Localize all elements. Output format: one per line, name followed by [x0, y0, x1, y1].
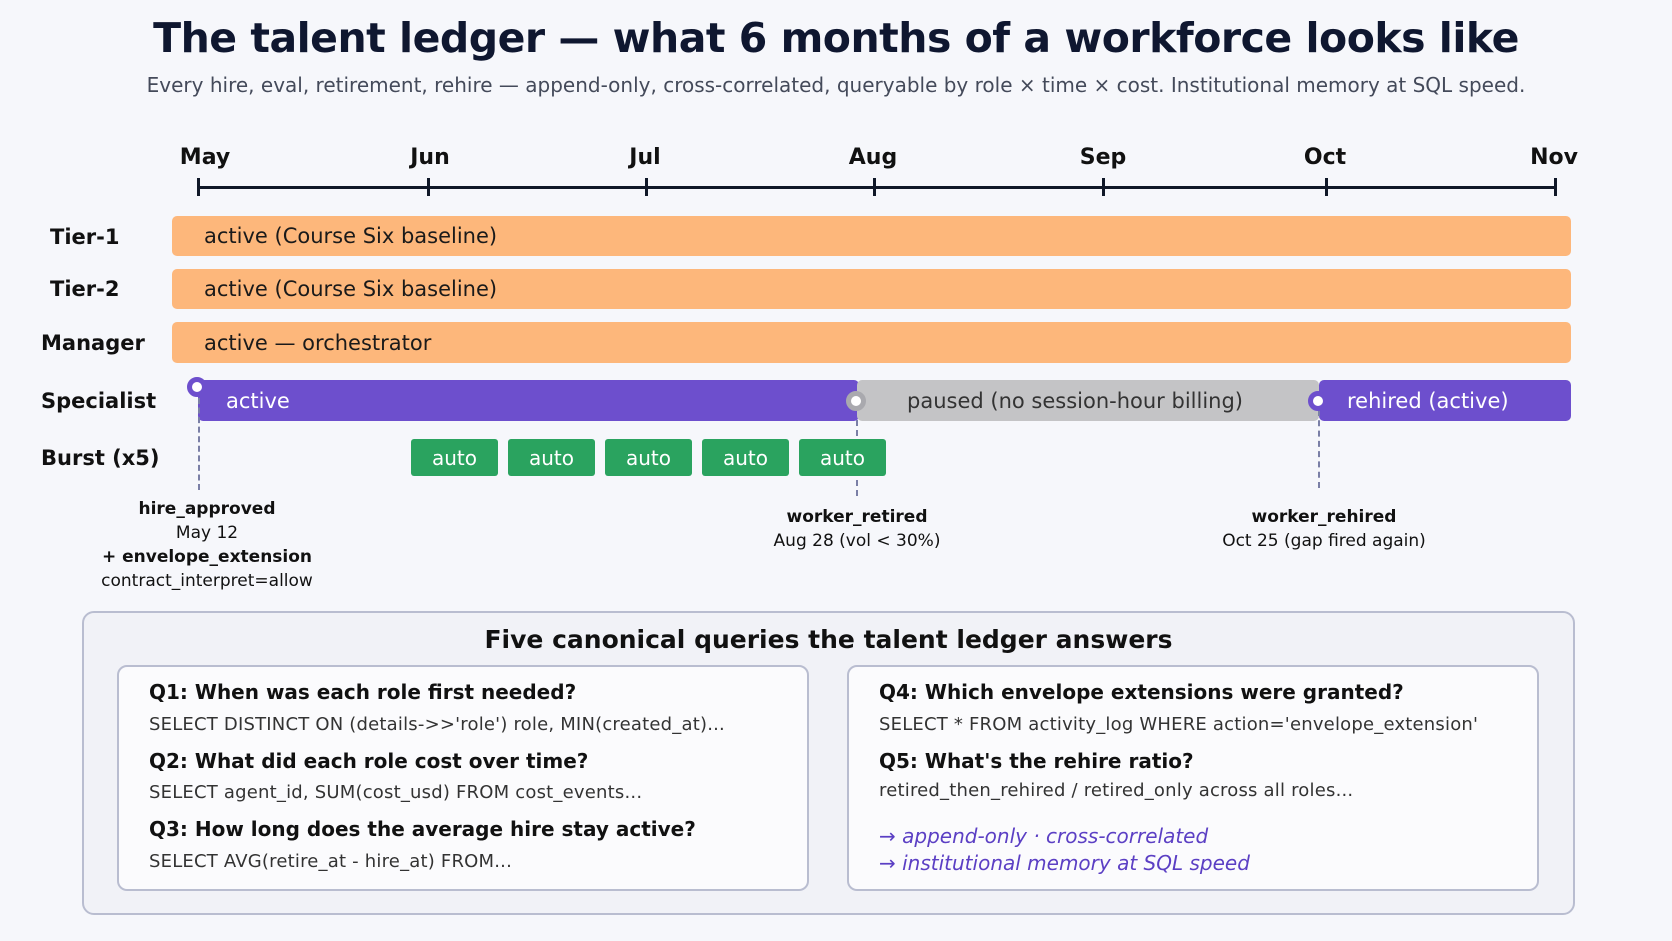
timeline-axis — [198, 186, 1556, 189]
ledger-note-sql-speed: → institutional memory at SQL speed — [879, 851, 1250, 875]
month-label-aug: Aug — [848, 145, 898, 170]
rehired-event-line — [1318, 410, 1320, 488]
axis-tick — [1325, 178, 1328, 196]
month-label-jun: Jun — [410, 145, 450, 170]
month-label-nov: Nov — [1530, 145, 1578, 170]
row-label-tier1: Tier-1 — [50, 225, 120, 249]
query-q1-question: Q1: When was each role first needed? — [149, 680, 577, 704]
burst-auto-chip: auto — [605, 439, 692, 476]
specialist-active-bar: active — [198, 380, 859, 421]
rehired-event-detail: Oct 25 (gap fired again) — [1222, 531, 1426, 551]
month-label-sep: Sep — [1079, 145, 1127, 170]
burst-auto-chip: auto — [799, 439, 886, 476]
burst-auto-chip: auto — [702, 439, 789, 476]
queries-box-left — [117, 665, 809, 891]
retired-event-name: worker_retired — [786, 507, 928, 527]
retired-event-annotation: worker_retired Aug 28 (vol < 30%) — [774, 505, 941, 553]
query-q3-question: Q3: How long does the average hire stay … — [149, 817, 696, 841]
hire-event-line — [198, 398, 200, 490]
axis-tick — [1102, 178, 1105, 196]
burst-auto-chip: auto — [508, 439, 595, 476]
hire-event-annotation: hire_approved May 12 + envelope_extensio… — [101, 497, 313, 593]
rehired-marker — [1308, 391, 1328, 411]
specialist-rehired-bar: rehired (active) — [1319, 380, 1571, 421]
hire-event-detail: contract_interpret=allow — [101, 571, 313, 591]
page-title: The talent ledger — what 6 months of a w… — [153, 14, 1519, 62]
month-label-may: May — [179, 145, 231, 170]
hire-marker — [187, 377, 207, 397]
axis-tick — [645, 178, 648, 196]
tier2-active-bar: active (Course Six baseline) — [172, 269, 1571, 309]
specialist-paused-bar: paused (no session-hour billing) — [857, 380, 1319, 421]
row-label-tier2: Tier-2 — [50, 277, 120, 301]
retired-marker — [846, 391, 866, 411]
query-q4-question: Q4: Which envelope extensions were grant… — [879, 680, 1404, 704]
query-q3-sql: SELECT AVG(retire_at - hire_at) FROM... — [149, 851, 513, 872]
query-q2-question: Q2: What did each role cost over time? — [149, 749, 589, 773]
rehired-event-name: worker_rehired — [1251, 507, 1397, 527]
query-q4-sql: SELECT * FROM activity_log WHERE action=… — [879, 714, 1479, 735]
tier1-active-bar: active (Course Six baseline) — [172, 216, 1571, 256]
row-label-specialist: Specialist — [41, 389, 157, 413]
axis-tick — [1554, 178, 1557, 196]
queries-panel-title: Five canonical queries the talent ledger… — [484, 625, 1173, 654]
axis-tick — [873, 178, 876, 196]
hire-event-date: May 12 — [175, 523, 239, 543]
query-q5-sql: retired_then_rehired / retired_only acro… — [879, 780, 1354, 801]
queries-box-right — [847, 665, 1539, 891]
query-q5-question: Q5: What's the rehire ratio? — [879, 749, 1194, 773]
burst-auto-chip: auto — [411, 439, 498, 476]
retired-event-detail: Aug 28 (vol < 30%) — [773, 531, 941, 551]
axis-tick — [197, 178, 200, 196]
ledger-note-append-only: → append-only · cross-correlated — [879, 824, 1209, 848]
hire-event-extra: + envelope_extension — [101, 547, 313, 567]
manager-active-bar: active — orchestrator — [172, 322, 1571, 363]
month-label-jul: Jul — [629, 145, 661, 170]
rehired-event-annotation: worker_rehired Oct 25 (gap fired again) — [1222, 505, 1426, 553]
query-q2-sql: SELECT agent_id, SUM(cost_usd) FROM cost… — [149, 782, 643, 803]
page-subtitle: Every hire, eval, retirement, rehire — a… — [146, 73, 1526, 97]
row-label-burst: Burst (x5) — [41, 446, 160, 470]
hire-event-name: hire_approved — [138, 499, 276, 519]
row-label-manager: Manager — [41, 331, 145, 355]
axis-tick — [427, 178, 430, 196]
query-q1-sql: SELECT DISTINCT ON (details->>'role') ro… — [149, 714, 725, 735]
month-label-oct: Oct — [1303, 145, 1347, 170]
